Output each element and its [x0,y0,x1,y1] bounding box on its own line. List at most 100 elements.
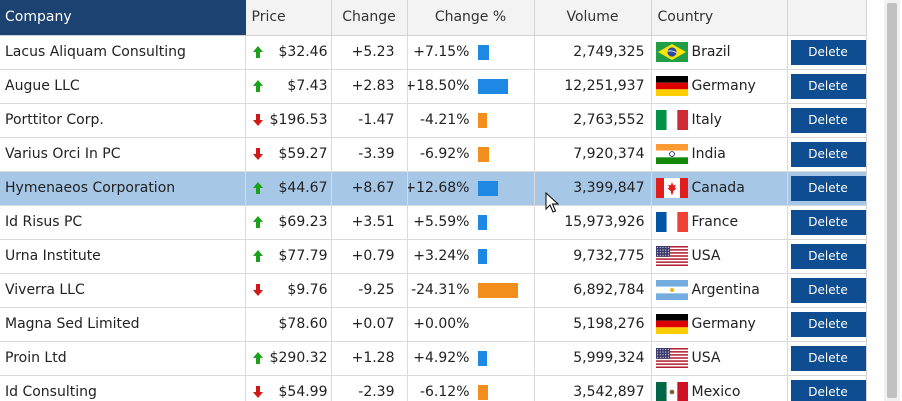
price-cell[interactable]: $32.46 [245,35,332,70]
change-pct-cell[interactable]: +5.59% [407,205,535,240]
change-pct-cell[interactable]: +18.50% [407,69,535,104]
price-cell[interactable]: $77.79 [245,239,332,274]
country-cell[interactable]: Brazil [651,35,788,70]
delete-button[interactable]: Delete [790,39,865,65]
change-cell[interactable]: +5.23 [331,35,408,70]
volume-cell[interactable]: 12,251,937 [534,69,652,104]
price-cell[interactable]: $54.99 [245,375,332,401]
table-row[interactable]: Hymenaeos Corporation $44.67 +8.67 +12.68% 3… [0,171,866,206]
country-cell[interactable]: USA [651,341,788,376]
table-row[interactable]: Proin Ltd $290.32 +1.28 +4.92% 5,999,324 USA D… [0,341,866,376]
vertical-scrollbar[interactable] [884,0,900,401]
column-header-country[interactable]: Country [651,0,788,36]
table-row[interactable]: Id Risus PC $69.23 +3.51 +5.59% 15,973,926 Fr… [0,205,866,240]
delete-button[interactable]: Delete [790,345,865,371]
delete-button[interactable]: Delete [790,107,865,133]
change-cell[interactable]: -9.25 [331,273,408,308]
change-pct-cell[interactable]: -6.92% [407,137,535,172]
table-row[interactable]: Id Consulting $54.99 -2.39 -6.12% 3,542,897 M… [0,375,866,401]
table-row[interactable]: Viverra LLC $9.76 -9.25 -24.31% 6,892,784 Arg… [0,273,866,308]
change-cell[interactable]: -2.39 [331,375,408,401]
change-cell[interactable]: +1.28 [331,341,408,376]
change-pct-cell[interactable]: +0.00% [407,307,535,342]
company-cell[interactable]: Urna Institute [0,239,246,274]
country-cell[interactable]: Canada [651,171,788,206]
table-row[interactable]: Porttitor Corp. $196.53 -1.47 -4.21% 2,763,5… [0,103,866,138]
table-row[interactable]: Urna Institute $77.79 +0.79 +3.24% 9,732,775… [0,239,866,274]
column-header-price[interactable]: Price [245,0,332,36]
volume-cell[interactable]: 2,763,552 [534,103,652,138]
table-row[interactable]: Varius Orci In PC $59.27 -3.39 -6.92% 7,920,… [0,137,866,172]
change-cell[interactable]: -1.47 [331,103,408,138]
price-cell[interactable]: $290.32 [245,341,332,376]
change-cell[interactable]: +0.07 [331,307,408,342]
change-cell[interactable]: +8.67 [331,171,408,206]
delete-button[interactable]: Delete [790,243,865,269]
price-cell[interactable]: $196.53 [245,103,332,138]
company-cell[interactable]: Proin Ltd [0,341,246,376]
company-cell[interactable]: Id Risus PC [0,205,246,240]
price-cell[interactable]: $9.76 [245,273,332,308]
country-cell[interactable]: Mexico [651,375,788,401]
delete-button[interactable]: Delete [790,277,865,303]
action-cell: Delete [787,307,866,342]
table-row[interactable]: Magna Sed Limited $78.60 +0.07 +0.00% 5,198,… [0,307,866,342]
change-cell[interactable]: +3.51 [331,205,408,240]
delete-button[interactable]: Delete [790,73,865,99]
price-cell[interactable]: $59.27 [245,137,332,172]
delete-button[interactable]: Delete [790,209,865,235]
volume-cell[interactable]: 6,892,784 [534,273,652,308]
country-cell[interactable]: Italy [651,103,788,138]
change-pct-cell[interactable]: +3.24% [407,239,535,274]
price-cell[interactable]: $7.43 [245,69,332,104]
country-cell[interactable]: France [651,205,788,240]
company-cell[interactable]: Lacus Aliquam Consulting [0,35,246,70]
company-cell[interactable]: Varius Orci In PC [0,137,246,172]
column-header-company[interactable]: Company [0,0,246,36]
volume-cell[interactable]: 5,198,276 [534,307,652,342]
price-cell[interactable]: $78.60 [245,307,332,342]
company-cell[interactable]: Porttitor Corp. [0,103,246,138]
column-header-volume[interactable]: Volume [534,0,652,36]
table-row[interactable]: Augue LLC $7.43 +2.83 +18.50% 12,251,937 Germ… [0,69,866,104]
delete-button[interactable]: Delete [790,175,865,201]
price-cell[interactable]: $69.23 [245,205,332,240]
volume-cell[interactable]: 9,732,775 [534,239,652,274]
delete-button[interactable]: Delete [790,141,865,167]
company-cell[interactable]: Viverra LLC [0,273,246,308]
delete-button[interactable]: Delete [790,311,865,337]
table-row[interactable]: Lacus Aliquam Consulting $32.46 +5.23 +7.15… [0,35,866,70]
change-cell[interactable]: +2.83 [331,69,408,104]
change-pct-cell[interactable]: -6.12% [407,375,535,401]
change-pct-cell[interactable]: +7.15% [407,35,535,70]
company-cell[interactable]: Augue LLC [0,69,246,104]
column-header-change-pct[interactable]: Change % [407,0,535,36]
volume-cell[interactable]: 5,999,324 [534,341,652,376]
country-cell[interactable]: Argentina [651,273,788,308]
country-cell[interactable]: Germany [651,69,788,104]
scrollbar-thumb[interactable] [887,3,897,398]
country-cell[interactable]: India [651,137,788,172]
price-cell[interactable]: $44.67 [245,171,332,206]
change-pct-cell[interactable]: -24.31% [407,273,535,308]
action-cell: Delete [787,35,866,70]
change-cell[interactable]: -3.39 [331,137,408,172]
company-cell[interactable]: Id Consulting [0,375,246,401]
volume-cell[interactable]: 7,920,374 [534,137,652,172]
change-pct-cell[interactable]: +12.68% [407,171,535,206]
change-cell[interactable]: +0.79 [331,239,408,274]
volume-cell[interactable]: 2,749,325 [534,35,652,70]
company-cell[interactable]: Magna Sed Limited [0,307,246,342]
delete-button[interactable]: Delete [790,379,865,401]
country-cell[interactable]: USA [651,239,788,274]
volume-cell[interactable]: 15,973,926 [534,205,652,240]
volume-cell[interactable]: 3,542,897 [534,375,652,401]
change-pct-cell[interactable]: -4.21% [407,103,535,138]
change-pct-value: +18.50% [407,77,470,94]
change-pct-value: -6.92% [419,145,470,162]
change-pct-cell[interactable]: +4.92% [407,341,535,376]
price-value: $32.46 [278,44,328,60]
column-header-change[interactable]: Change [331,0,408,36]
company-cell[interactable]: Hymenaeos Corporation [0,171,246,206]
country-cell[interactable]: Germany [651,307,788,342]
